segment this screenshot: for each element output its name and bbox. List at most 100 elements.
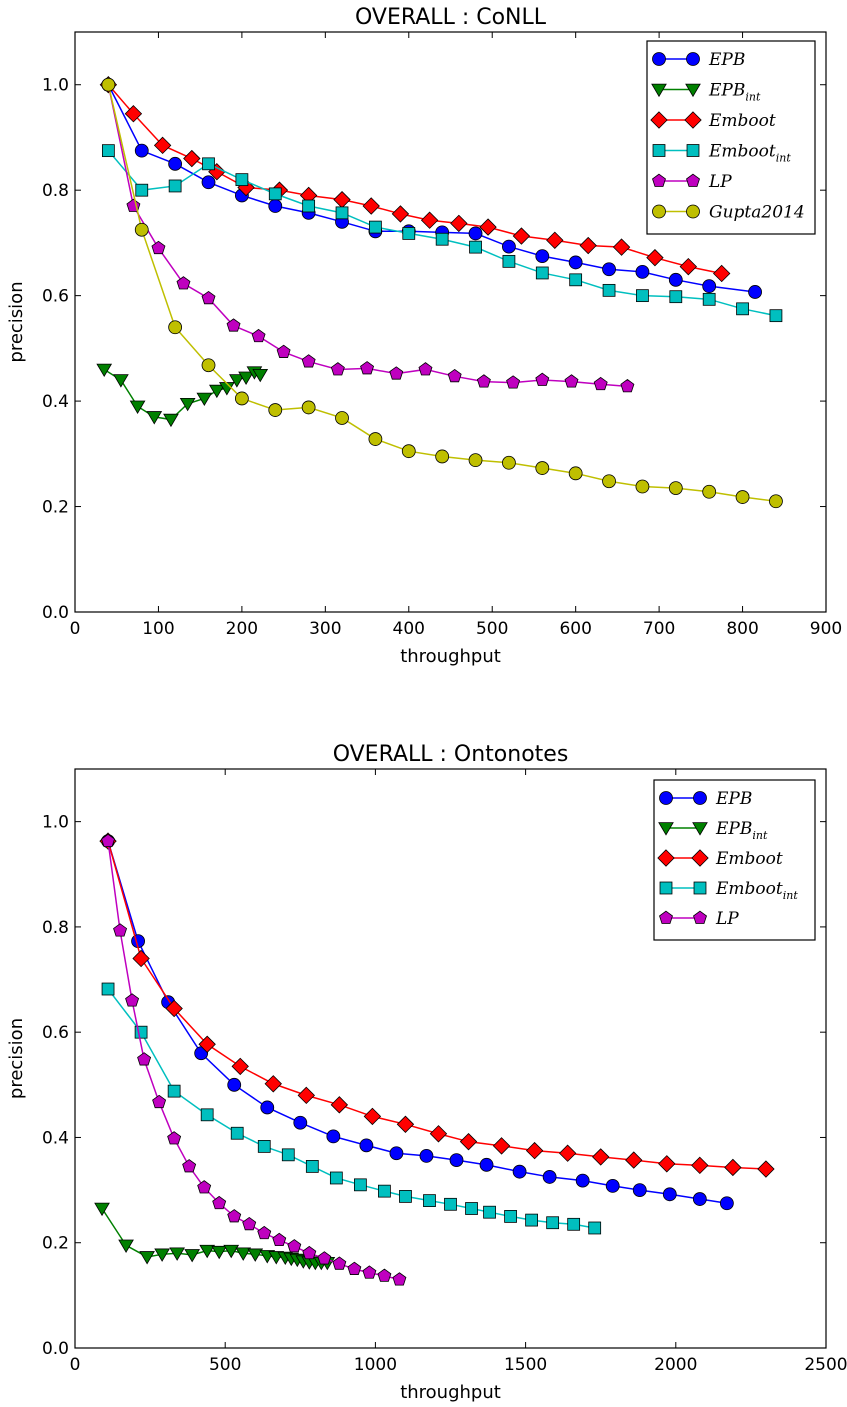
data-point bbox=[512, 1164, 527, 1179]
data-point bbox=[483, 1205, 496, 1219]
data-point bbox=[658, 1155, 676, 1173]
data-point bbox=[169, 1247, 185, 1261]
data-point bbox=[625, 1151, 643, 1169]
legend-label: Embootint bbox=[715, 879, 798, 902]
data-point bbox=[669, 290, 683, 304]
y-tick-label: 0.0 bbox=[42, 603, 69, 623]
series-gupta2014 bbox=[101, 77, 783, 509]
data-point bbox=[512, 227, 531, 245]
legend-marker bbox=[693, 910, 707, 924]
data-point bbox=[276, 344, 291, 358]
data-point bbox=[264, 1075, 282, 1093]
data-point bbox=[330, 1096, 349, 1114]
data-point bbox=[101, 833, 116, 848]
x-tick-label: 2500 bbox=[804, 1355, 847, 1375]
data-point bbox=[702, 279, 717, 294]
data-point bbox=[389, 1146, 404, 1161]
data-point bbox=[227, 1209, 242, 1223]
data-point bbox=[146, 411, 163, 425]
data-point bbox=[223, 1244, 240, 1259]
data-point bbox=[748, 285, 762, 299]
x-axis-label: throughput bbox=[400, 646, 501, 667]
data-point bbox=[568, 466, 583, 481]
data-point bbox=[252, 368, 269, 383]
data-point bbox=[293, 1115, 308, 1130]
data-point bbox=[459, 1132, 478, 1151]
x-axis-label: throughput bbox=[400, 1382, 501, 1403]
data-point bbox=[423, 1194, 436, 1207]
data-point bbox=[502, 455, 516, 470]
data-point bbox=[646, 248, 664, 267]
data-point bbox=[297, 1086, 315, 1105]
x-tick-label: 400 bbox=[393, 619, 425, 639]
y-tick-label: 0.2 bbox=[42, 1234, 69, 1254]
data-point bbox=[281, 1148, 295, 1162]
legend-label: Emboot bbox=[715, 849, 783, 869]
data-point bbox=[101, 77, 116, 92]
data-point bbox=[153, 136, 172, 155]
chart-panel-2: OVERALL : Ontonotes 0 500 1000 1500 2000 2500 0… bbox=[6, 742, 847, 1403]
data-point bbox=[692, 1192, 707, 1206]
data-point bbox=[418, 362, 433, 376]
data-point bbox=[420, 211, 439, 229]
data-point bbox=[399, 1190, 412, 1203]
y-tick-label: 1.0 bbox=[42, 76, 69, 96]
legend-marker bbox=[650, 111, 668, 129]
data-point bbox=[257, 1140, 271, 1153]
data-point bbox=[335, 206, 349, 220]
y-tick-label: 0.6 bbox=[42, 1023, 69, 1043]
legend-marker bbox=[686, 204, 700, 219]
data-point bbox=[620, 379, 635, 393]
data-point bbox=[268, 199, 283, 213]
data-point bbox=[182, 1159, 197, 1173]
data-point bbox=[359, 1138, 374, 1153]
data-point bbox=[635, 479, 650, 494]
data-point bbox=[635, 265, 650, 279]
y-tick-label: 0.0 bbox=[42, 1339, 69, 1359]
legend-label: EPB bbox=[708, 50, 745, 70]
legend-marker bbox=[652, 173, 666, 187]
data-point bbox=[535, 461, 550, 475]
data-point bbox=[546, 1216, 560, 1230]
legend-marker bbox=[693, 791, 707, 805]
data-point bbox=[226, 318, 241, 332]
y-tick-label: 1.0 bbox=[42, 813, 69, 833]
data-point bbox=[535, 266, 549, 280]
data-point bbox=[168, 179, 182, 193]
data-point bbox=[335, 411, 349, 425]
data-point bbox=[132, 949, 150, 968]
data-point bbox=[151, 240, 166, 255]
y-axis-label: precision bbox=[6, 281, 27, 362]
x-tick-label: 200 bbox=[226, 619, 258, 639]
data-point bbox=[558, 1144, 577, 1162]
x-tick-label: 100 bbox=[142, 619, 174, 639]
data-point bbox=[260, 1100, 275, 1115]
data-point bbox=[113, 374, 129, 388]
x-tick-label: 1500 bbox=[504, 1355, 547, 1375]
legend-box bbox=[653, 779, 816, 941]
data-point bbox=[347, 1261, 362, 1275]
data-point bbox=[564, 374, 579, 388]
data-point bbox=[668, 272, 683, 287]
legend-marker bbox=[652, 52, 666, 66]
legend-label: Embootint bbox=[708, 142, 791, 165]
data-point bbox=[268, 187, 282, 201]
data-point bbox=[535, 372, 550, 386]
legend-label: LP bbox=[715, 909, 739, 929]
data-point bbox=[353, 1178, 367, 1192]
chart-title: OVERALL : CoNLL bbox=[355, 5, 547, 30]
data-point bbox=[702, 292, 716, 306]
data-point bbox=[167, 1131, 182, 1145]
legend-marker bbox=[686, 173, 700, 187]
data-point bbox=[736, 302, 749, 316]
data-point bbox=[546, 231, 564, 249]
x-tick-label: 500 bbox=[476, 619, 508, 639]
legend-marker bbox=[659, 881, 673, 895]
x-tick-label: 0 bbox=[70, 1355, 81, 1375]
data-point bbox=[724, 1158, 742, 1177]
x-tick-label: 800 bbox=[726, 619, 758, 639]
data-point bbox=[168, 320, 183, 335]
data-point bbox=[183, 149, 201, 168]
data-point bbox=[201, 358, 216, 373]
